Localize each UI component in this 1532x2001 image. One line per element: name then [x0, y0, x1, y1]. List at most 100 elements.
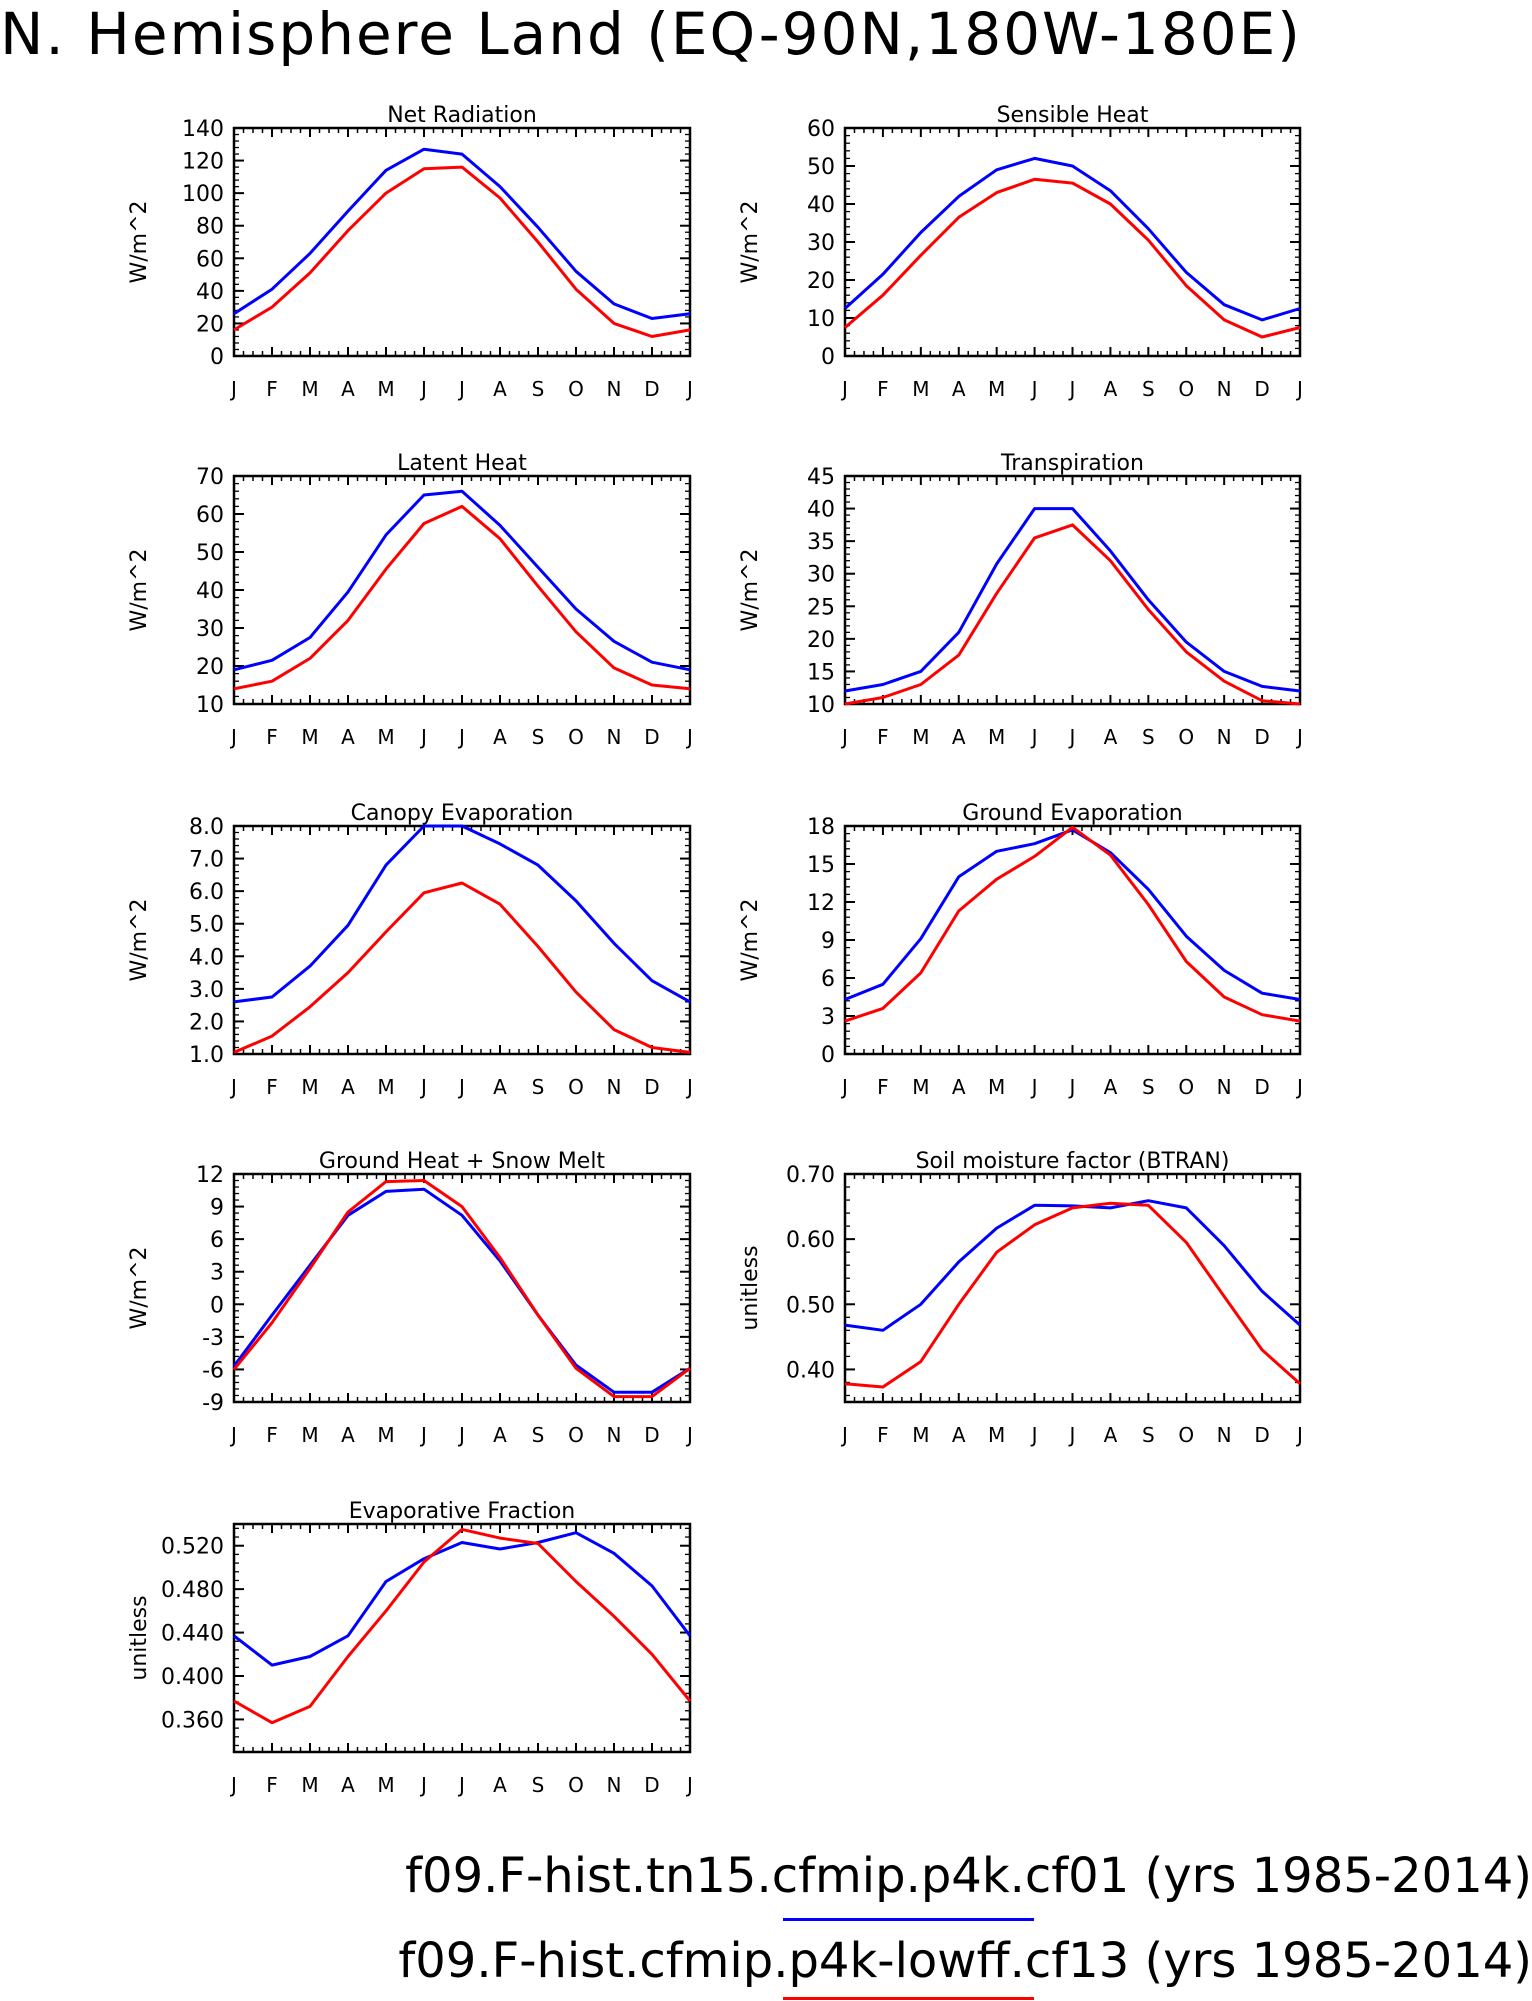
- y-tick-label: 1.0: [189, 1043, 224, 1068]
- y-tick-label: 2.0: [189, 1010, 224, 1035]
- y-tick-label: 140: [182, 117, 224, 142]
- x-tick-label: J: [685, 1773, 693, 1797]
- chart-canopy-evaporation: J F M A M J J A S O N D J1.02.03.04.05.06.07.08.0Can…: [127, 801, 693, 1099]
- x-tick-label: J: [685, 1075, 693, 1099]
- y-tick-label: 30: [196, 617, 224, 642]
- y-tick-label: 25: [807, 595, 835, 620]
- y-tick-label: 12: [196, 1163, 224, 1188]
- legend-swatch-case2: [783, 1997, 1034, 2000]
- y-tick-label: 0.480: [161, 1578, 224, 1603]
- x-tick-label: F: [877, 1075, 889, 1099]
- x-tick-label: J: [457, 1773, 465, 1797]
- x-tick-label: A: [1104, 377, 1118, 401]
- x-tick-label: J: [685, 1423, 693, 1447]
- x-tick-label: S: [1142, 725, 1155, 749]
- y-tick-label: 18: [807, 815, 835, 840]
- series-line-case2: [844, 177, 1301, 339]
- y-tick-label: 7.0: [189, 848, 224, 873]
- y-tick-label: 40: [196, 280, 224, 305]
- x-tick-label: S: [1142, 377, 1155, 401]
- x-tick-label: J: [840, 377, 848, 401]
- series-line-case2: [844, 523, 1301, 706]
- x-tick-label: A: [1104, 1075, 1118, 1099]
- y-tick-label: 30: [807, 231, 835, 256]
- x-tick-label: J: [457, 1423, 465, 1447]
- y-tick-label: 10: [807, 693, 835, 718]
- y-tick-label: 6.0: [189, 880, 224, 905]
- x-tick-label: J: [457, 725, 465, 749]
- x-tick-label: N: [607, 725, 622, 749]
- x-tick-label: N: [607, 377, 622, 401]
- y-axis-label: W/m^2: [738, 200, 763, 283]
- y-tick-label: 70: [196, 465, 224, 490]
- x-tick-label: A: [952, 725, 966, 749]
- x-tick-label: J: [229, 1423, 237, 1447]
- legend-swatch-case1: [783, 1918, 1034, 1921]
- x-tick-label: S: [532, 1773, 545, 1797]
- series-line-case1: [233, 1531, 692, 1667]
- y-tick-label: 12: [807, 891, 835, 916]
- y-tick-label: 9: [821, 929, 835, 954]
- x-tick-label: O: [568, 725, 584, 749]
- x-tick-label: J: [229, 1773, 237, 1797]
- x-tick-label: A: [493, 377, 507, 401]
- x-tick-label: D: [644, 377, 659, 401]
- x-tick-label: A: [341, 1423, 355, 1447]
- y-tick-label: 0.400: [161, 1665, 224, 1690]
- x-tick-label: J: [229, 1075, 237, 1099]
- x-tick-label: N: [1217, 377, 1232, 401]
- chart-title: Canopy Evaporation: [351, 801, 574, 826]
- x-tick-label: A: [952, 377, 966, 401]
- x-tick-label: J: [457, 377, 465, 401]
- x-tick-label: M: [912, 1075, 929, 1099]
- x-tick-label: M: [301, 1773, 318, 1797]
- plot-frame: [843, 824, 1302, 1056]
- x-tick-label: F: [266, 725, 278, 749]
- y-tick-label: 50: [196, 541, 224, 566]
- series-line-case2: [233, 165, 691, 338]
- y-tick-label: 40: [807, 193, 835, 218]
- y-axis-label: W/m^2: [738, 548, 763, 631]
- y-tick-label: 0.360: [161, 1708, 224, 1733]
- x-tick-label: D: [1254, 1075, 1269, 1099]
- x-tick-label: J: [419, 377, 427, 401]
- x-tick-label: J: [1030, 1423, 1038, 1447]
- y-tick-label: 0.50: [786, 1293, 835, 1318]
- y-tick-label: 120: [182, 150, 224, 175]
- y-tick-label: 4.0: [189, 945, 224, 970]
- y-tick-label: 100: [182, 182, 224, 207]
- x-tick-label: J: [840, 1423, 848, 1447]
- x-tick-label: F: [266, 1423, 278, 1447]
- y-tick-label: 0.520: [161, 1535, 224, 1560]
- x-tick-label: A: [493, 1075, 507, 1099]
- y-tick-label: 0: [210, 1293, 224, 1318]
- x-tick-label: A: [341, 377, 355, 401]
- x-tick-label: J: [1030, 725, 1038, 749]
- x-tick-label: S: [1142, 1423, 1155, 1447]
- y-tick-label: 0.60: [786, 1228, 835, 1253]
- y-tick-label: 3: [821, 1005, 835, 1030]
- x-tick-label: S: [1142, 1075, 1155, 1099]
- x-tick-label: O: [568, 377, 584, 401]
- x-tick-label: M: [377, 377, 394, 401]
- x-tick-label: A: [952, 1423, 966, 1447]
- series-line-case2: [844, 825, 1301, 1023]
- legend-label-case1: f09.F-hist.tn15.cfmip.p4k.cf01 (yrs 1985…: [405, 1848, 1532, 1904]
- y-tick-label: 3: [210, 1261, 224, 1286]
- y-axis-label: W/m^2: [127, 200, 152, 283]
- x-tick-label: J: [457, 1075, 465, 1099]
- x-tick-label: J: [1068, 725, 1076, 749]
- y-tick-label: 30: [807, 563, 835, 588]
- legend-label-case2: f09.F-hist.cfmip.p4k-lowff.cf13 (yrs 198…: [398, 1933, 1532, 1989]
- x-tick-label: N: [1217, 725, 1232, 749]
- x-tick-label: A: [952, 1075, 966, 1099]
- y-tick-label: 0.40: [786, 1358, 835, 1383]
- x-tick-label: D: [1254, 725, 1269, 749]
- y-tick-label: 40: [807, 498, 835, 523]
- y-tick-label: 60: [807, 117, 835, 142]
